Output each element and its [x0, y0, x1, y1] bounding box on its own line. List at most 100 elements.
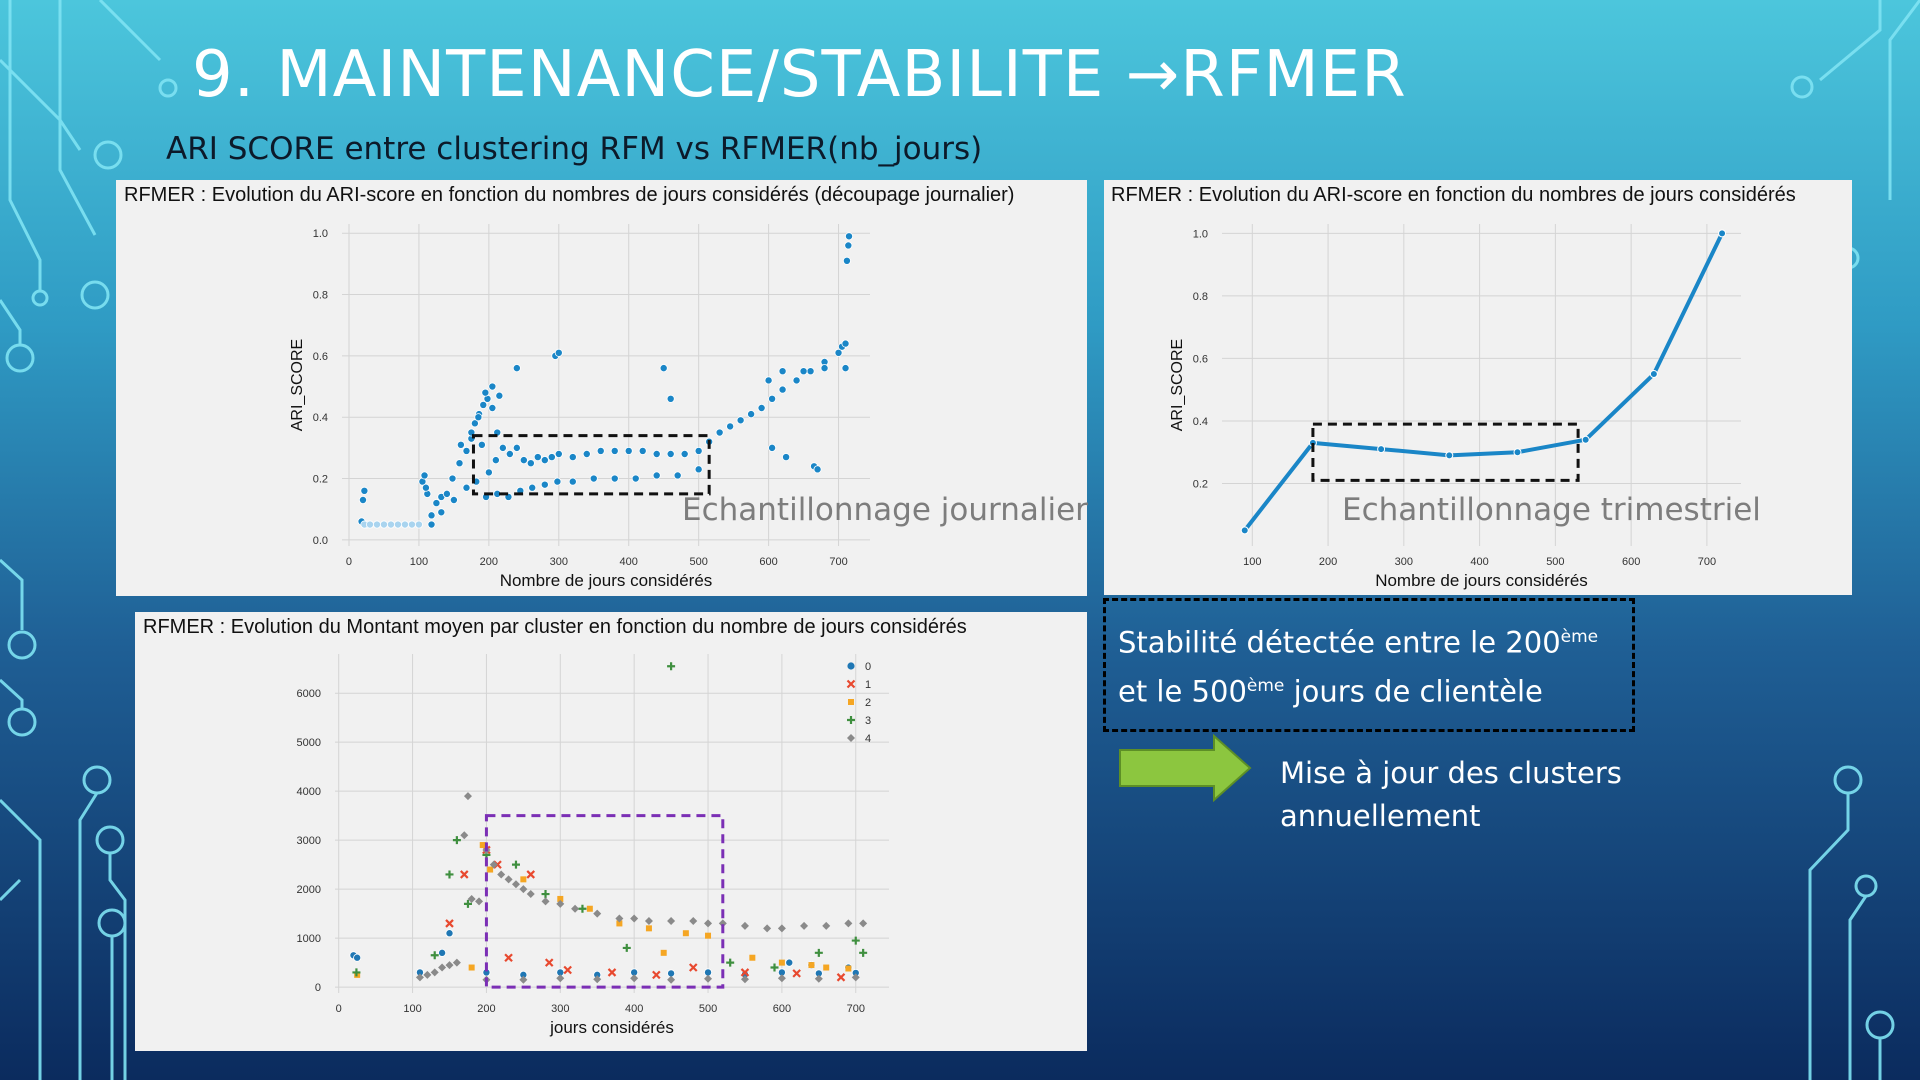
data-point — [596, 446, 605, 455]
chart-panel-daily: RFMER : Evolution du ARI-score en foncti… — [116, 180, 1088, 596]
data-point — [556, 974, 565, 983]
data-point — [673, 471, 682, 480]
data-point — [407, 520, 416, 529]
data-point — [586, 905, 593, 912]
data-point — [799, 367, 808, 376]
data-point — [414, 520, 423, 529]
data-point — [814, 974, 823, 983]
data-point — [563, 965, 572, 975]
data-point — [782, 453, 791, 462]
data-point — [526, 870, 536, 879]
overlay-quarterly: Echantillonnage trimestriel — [1342, 492, 1761, 528]
chart-quarterly-ari: 100 200 300 400 500 600 700 0.2 0.4 0.6 0.8 1.0 Nomb… — [1169, 224, 1741, 590]
data-point — [763, 924, 772, 933]
x-tick-label: 100 — [410, 556, 428, 568]
data-point — [484, 468, 493, 477]
data-point — [593, 975, 602, 984]
x-tick-label: 100 — [403, 1003, 421, 1015]
x-tick-label: 100 — [1243, 556, 1261, 568]
data-point — [851, 973, 860, 982]
data-point — [740, 968, 750, 977]
data-point — [593, 909, 602, 918]
legend-marker — [847, 716, 855, 724]
data-point — [479, 842, 486, 849]
x-tick-label: 600 — [1622, 556, 1640, 568]
data-point — [778, 959, 785, 966]
data-point — [498, 443, 507, 452]
data-point — [667, 662, 676, 671]
data-point — [836, 973, 846, 982]
data-point — [800, 921, 809, 930]
data-point — [859, 919, 868, 928]
x-tick-label: 600 — [759, 556, 777, 568]
data-point — [851, 936, 860, 945]
y-tick-label: 1.0 — [313, 228, 328, 240]
data-point — [666, 449, 675, 458]
title-suffix: RFMER — [1180, 38, 1407, 112]
chart-amount-by-cluster: 0 100 200 300 400 500 600 700 0 1000 2000 3000 4000 5… — [297, 654, 889, 1037]
y-tick-label: 0.2 — [313, 474, 328, 486]
y-axis-label: ARI_SCORE — [289, 339, 306, 431]
data-point — [660, 949, 667, 956]
data-point — [682, 930, 689, 937]
y-tick-label: 0.0 — [313, 535, 328, 547]
data-point — [445, 919, 454, 928]
data-point — [497, 870, 506, 879]
data-point — [813, 465, 822, 474]
data-point — [680, 449, 689, 458]
data-point — [777, 924, 786, 933]
data-point — [638, 446, 647, 455]
data-point — [488, 382, 497, 391]
data-point — [504, 953, 513, 963]
data-point — [415, 973, 424, 982]
slide-title: 9. MAINTENANCE/STABILITE →RFMER — [192, 38, 1407, 112]
data-point — [615, 914, 624, 923]
x-tick-label: 400 — [625, 1003, 643, 1015]
data-point — [470, 419, 479, 428]
data-point — [764, 376, 773, 385]
data-point — [822, 921, 831, 930]
data-point — [582, 449, 591, 458]
action-text: Mise à jour des clusters annuellement — [1280, 752, 1622, 838]
data-point — [777, 974, 786, 983]
data-point — [526, 459, 535, 468]
data-point — [445, 870, 454, 879]
x-tick-label: 700 — [829, 556, 847, 568]
slide-subtitle: ARI SCORE entre clustering RFM vs RFMER(… — [166, 131, 983, 167]
data-point — [715, 428, 724, 437]
data-point — [487, 866, 494, 873]
data-point — [630, 974, 639, 983]
data-point — [694, 446, 703, 455]
data-point — [688, 963, 698, 972]
data-point — [607, 968, 617, 977]
legend-label: 3 — [865, 715, 871, 727]
chart-daily-ari: 0 100 200 300 400 500 600 700 0.0 0.2 0.4 0.6 0.8 1.0… — [289, 224, 870, 590]
data-point — [511, 880, 520, 889]
line-point — [1649, 370, 1658, 379]
data-point — [495, 391, 504, 400]
data-point — [365, 520, 374, 529]
data-point — [806, 367, 815, 376]
data-point — [452, 958, 461, 967]
data-point — [689, 916, 698, 925]
chart-title: RFMER : Evolution du Montant moyen par c… — [143, 616, 967, 638]
x-tick-label: 400 — [620, 556, 638, 568]
data-point — [467, 894, 476, 903]
data-point — [845, 965, 852, 972]
x-tick-label: 700 — [1698, 556, 1716, 568]
data-point — [768, 443, 777, 452]
y-tick-label: 0.2 — [1193, 478, 1208, 490]
data-point — [834, 348, 843, 357]
data-point — [554, 348, 563, 357]
legend-label: 2 — [865, 697, 871, 709]
x-tick-label: 300 — [550, 556, 568, 568]
y-tick-label: 0 — [315, 982, 321, 994]
y-tick-label: 0.8 — [313, 290, 328, 302]
data-point — [571, 904, 580, 913]
data-point — [449, 495, 458, 504]
data-point — [568, 477, 577, 486]
line-point — [1718, 229, 1727, 238]
data-point — [704, 974, 713, 983]
highlight-box — [471, 434, 711, 496]
data-point — [845, 232, 854, 241]
